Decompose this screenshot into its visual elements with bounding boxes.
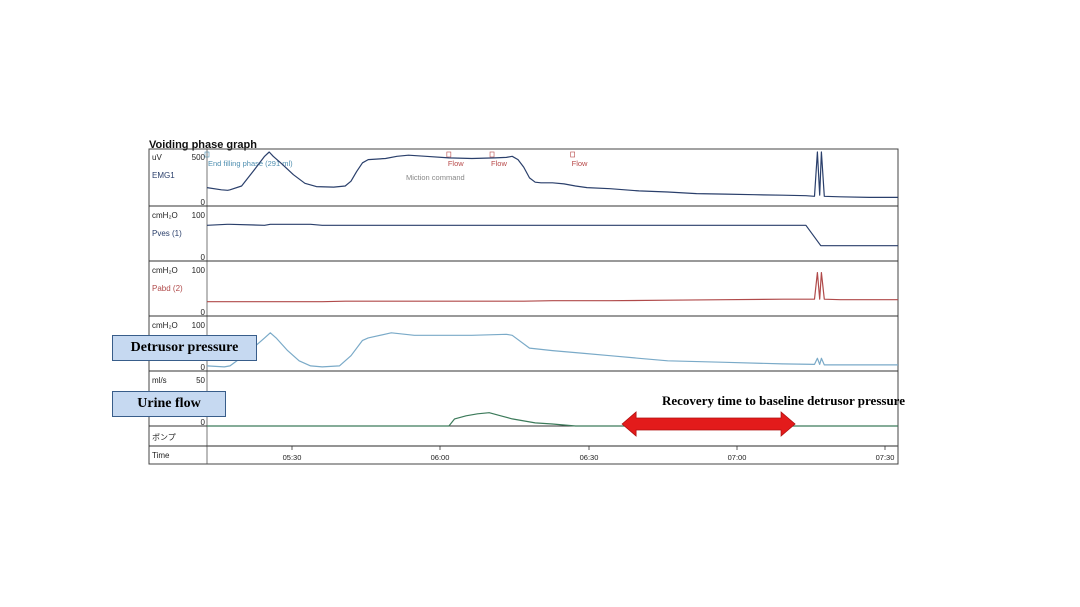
urine-flow-max-label: 50	[196, 376, 205, 385]
event-miction-command-2: Miction command	[406, 173, 465, 182]
recovery-arrow	[621, 411, 796, 437]
time-tick-label-4: 07:00	[728, 453, 747, 462]
pabd-2-max-label: 100	[192, 266, 206, 275]
time-axis-label: Time	[152, 451, 170, 460]
urine-flow-trace	[207, 412, 898, 427]
pabd-2-min-label: 0	[201, 308, 206, 317]
emg1-trace	[206, 151, 898, 198]
chart-frame	[148, 148, 899, 465]
pdet-trace	[206, 332, 898, 368]
event-flow-3: Flow	[448, 159, 464, 168]
flow-marker-5	[570, 151, 575, 158]
time-tick-label-2: 06:00	[431, 453, 450, 462]
pabd-2-unit-label: cmH₂O	[152, 266, 178, 275]
pdet-unit-label: cmH₂O	[152, 321, 178, 330]
recovery-double-arrow	[621, 411, 796, 437]
detrusor-pressure-callout: Detrusor pressure	[112, 335, 257, 361]
urine-flow-unit-label: ml/s	[152, 376, 167, 385]
time-tick-label-5: 07:30	[876, 453, 895, 462]
channel-traces	[206, 151, 898, 447]
event-end-filling-phase-291-ml-1: End filling phase (291 ml)	[208, 159, 293, 168]
emg1-unit-label: uV	[152, 153, 162, 162]
time-tick-label-1: 05:30	[283, 453, 302, 462]
event-flow-5: Flow	[572, 159, 588, 168]
urine-flow-callout: Urine flow	[112, 391, 226, 417]
channel-6-name-label: ポンプ	[152, 433, 176, 442]
time-axis: Time 05:30 06:00 06:30 07:00 07:30	[152, 446, 894, 462]
pves-1-max-label: 100	[192, 211, 206, 220]
flow-marker-4	[489, 151, 495, 158]
pabd-2-trace	[207, 272, 898, 303]
event-flow-4: Flow	[491, 159, 507, 168]
pves-1-trace	[206, 223, 898, 247]
flow-marker-3	[446, 151, 452, 158]
chart-title: Voiding phase graph	[149, 139, 257, 151]
pabd-2-name-label: Pabd (2)	[152, 284, 183, 293]
pdet-max-label: 100	[192, 321, 206, 330]
emg1-max-label: 500	[192, 153, 206, 162]
emg1-min-label: 0	[201, 198, 206, 207]
pves-1-min-label: 0	[201, 253, 206, 262]
recovery-time-label: Recovery time to baseline detrusor press…	[662, 393, 905, 408]
event-markers: End filling phase (291 ml) Miction comman…	[204, 151, 588, 182]
end-filling-phase-291-ml-marker-1	[204, 151, 210, 158]
pves-1-name-label: Pves (1)	[152, 229, 182, 238]
pdet-min-label: 0	[201, 363, 206, 372]
time-tick-label-3: 06:30	[580, 453, 599, 462]
urine-flow-min-label: 0	[201, 418, 206, 427]
emg1-name-label: EMG1	[152, 171, 175, 180]
pves-1-unit-label: cmH₂O	[152, 211, 178, 220]
